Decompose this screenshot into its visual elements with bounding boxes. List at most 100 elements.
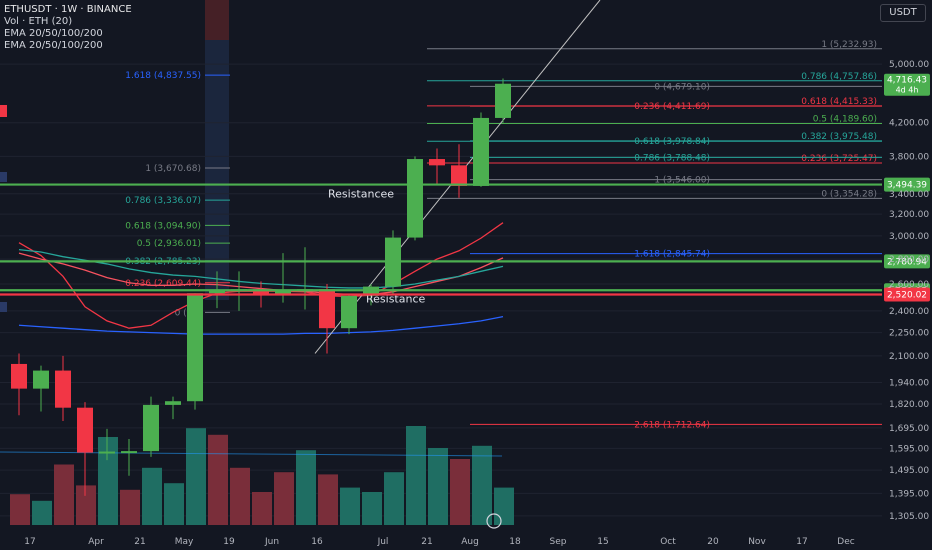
volume-bar [296, 450, 316, 525]
fib-level-label: 0.786 (4,757.86) [801, 72, 877, 82]
chart-legend: ETHUSDT · 1W · BINANCE Vol · ETH (20) EM… [4, 4, 132, 52]
price-tick-label: 3,800.00 [889, 152, 929, 162]
time-axis-label: 17 [796, 537, 807, 547]
candle-body [77, 407, 93, 453]
fib-level-label: 1 (3,546.00) [654, 176, 710, 186]
price-tick-label: 1,395.00 [889, 489, 929, 499]
countdown-text: 4d 4h [896, 86, 919, 95]
candle-body [319, 289, 335, 329]
time-axis-label: 15 [597, 537, 608, 547]
candle-body [187, 293, 203, 402]
price-tick-label: 1,940.00 [889, 379, 929, 389]
price-tick-label: 1,595.00 [889, 444, 929, 454]
price-tick-label: 1,695.00 [889, 424, 929, 434]
candle-body [121, 451, 137, 454]
fib-level-label: 0 (3,354.28) [821, 189, 877, 199]
time-axis-label: 19 [223, 537, 235, 547]
last-price-badge [884, 73, 930, 96]
candle-body [473, 117, 489, 186]
fib-level-label: 0.382 (3,975.48) [801, 132, 877, 142]
volume-bar [252, 492, 272, 525]
volume-indicator-label[interactable]: Vol · ETH (20) [4, 16, 73, 27]
volume-bar [54, 464, 74, 525]
fib-level-label: 0.786 (3,336.07) [125, 196, 201, 206]
price-tick-label: 1,820.00 [889, 400, 929, 410]
fib-level-label: 1.618 (4,837.55) [125, 71, 201, 81]
candle-body [165, 401, 181, 405]
fib-level-label: 0.236 (2,609.44) [125, 279, 201, 289]
volume-bar [76, 485, 96, 525]
candle-body [143, 404, 159, 452]
time-axis-label: 16 [311, 537, 323, 547]
candle-body [407, 159, 423, 238]
ema-line [18, 222, 504, 329]
time-axis-label: May [175, 537, 194, 547]
fib-level-label: 0 (4,679.10) [654, 82, 710, 92]
candle-body [11, 363, 27, 389]
price-badge [884, 287, 930, 302]
candle-body [429, 159, 445, 166]
fib-level-label: 0.618 (3,978.84) [634, 137, 710, 147]
volume-bar [428, 448, 448, 525]
price-tick-label: 5,000.00 [889, 60, 929, 70]
volume-bar [494, 487, 514, 525]
candle-body [275, 290, 291, 296]
price-badge [884, 254, 930, 269]
ema-indicator-label-1[interactable]: EMA 20/50/100/200 [4, 28, 103, 39]
ema-indicator-label-2[interactable]: EMA 20/50/100/200 [4, 40, 103, 51]
time-axis-label: Jul [377, 537, 389, 547]
price-badge-text: 2,520.02 [887, 291, 927, 301]
price-tick-label: 3,200.00 [889, 210, 929, 220]
volume-bar [186, 428, 206, 525]
volume-bar [230, 467, 250, 525]
price-tick-label: 1,495.00 [889, 466, 929, 476]
fib-level-label: 0.786 (3,788.48) [634, 153, 710, 163]
symbol-title[interactable]: ETHUSDT · 1W · BINANCE [4, 4, 132, 15]
time-axis-label: Aug [461, 537, 479, 547]
candle-body [341, 295, 357, 329]
volume-bar [98, 437, 118, 525]
fib-level-label: 1.618 (2,845.74) [634, 250, 710, 260]
last-price-text: 4,716.43 [887, 76, 927, 86]
price-tick-label: 2,400.00 [889, 307, 929, 317]
candle-body [99, 451, 115, 454]
time-axis-label: 17 [24, 537, 35, 547]
price-tick-label: 1,305.00 [889, 512, 929, 522]
volume-bar [164, 483, 184, 525]
key-level-label: Resistancee [328, 188, 394, 201]
price-tick-label: 4,200.00 [889, 119, 929, 129]
fib-level-label: 0.618 (4,415.33) [801, 97, 877, 107]
volume-bar [120, 489, 140, 525]
volume-bar [384, 472, 404, 525]
volume-bar [318, 474, 338, 525]
price-tick-label: 2,600.00 [889, 280, 929, 290]
price-tick-label: 3,000.00 [889, 232, 929, 242]
candle-body [495, 83, 511, 118]
candle-body [55, 370, 71, 408]
volume-ma-line [0, 451, 503, 457]
fib-level-label: 0.236 (3,725.47) [801, 154, 877, 164]
time-axis-label: 20 [707, 537, 719, 547]
fib-level-label: 0.5 (2,936.01) [137, 239, 201, 249]
highlight-band-top [205, 0, 229, 40]
candle-body [209, 289, 225, 294]
candle-body [253, 289, 269, 296]
volume-bar [472, 445, 492, 525]
fib-level-label: 1 (5,232.93) [821, 40, 877, 50]
time-axis-label: Apr [88, 537, 104, 547]
lightning-icon [486, 513, 502, 529]
candle-body [33, 370, 49, 389]
time-axis-label: Jun [264, 537, 279, 547]
price-badge-text: 3,494.39 [887, 181, 927, 191]
price-tick-label: 2,250.00 [889, 329, 929, 339]
highlight-band [205, 0, 229, 300]
currency-unit-button[interactable]: USDT [880, 4, 926, 22]
volume-bar [362, 492, 382, 525]
volume-bar [32, 500, 52, 525]
time-axis-label: 21 [421, 537, 432, 547]
fib-level-label: 2.618 (1,712.64) [634, 420, 710, 430]
left-edge-marker [0, 302, 7, 312]
price-tick-label: 2,100.00 [889, 352, 929, 362]
time-axis-label: Sep [550, 537, 567, 547]
